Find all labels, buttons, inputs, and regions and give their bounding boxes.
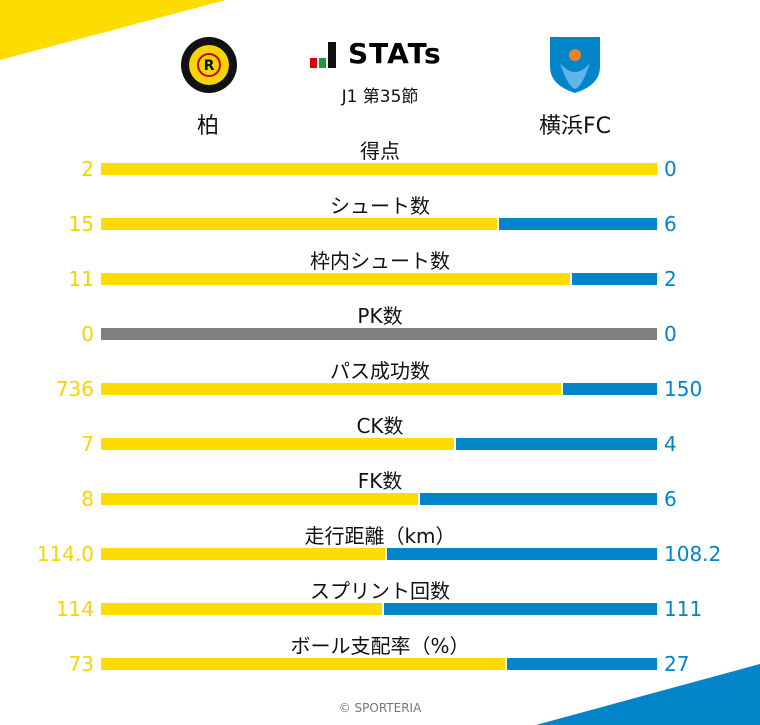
- away-bar: [496, 218, 657, 230]
- stat-row: 走行距離（km） 114.0 108.2: [0, 524, 760, 581]
- home-team-name: 柏: [196, 114, 219, 139]
- home-bar: [101, 438, 454, 450]
- stat-bar: [101, 163, 657, 175]
- round-label: J1 第35節: [341, 87, 419, 107]
- home-value: 114.0: [36, 542, 94, 566]
- away-value: 108.2: [664, 542, 722, 566]
- stat-row: ボール支配率（%） 73 27: [0, 634, 760, 691]
- stat-row: 枠内シュート数 11 2: [0, 249, 760, 306]
- stat-bar: [101, 383, 657, 395]
- stats-title: STATs: [310, 40, 442, 68]
- away-bar: [453, 438, 657, 450]
- kashiwa-logo-icon: R: [181, 37, 237, 93]
- svg-text:R: R: [204, 58, 215, 74]
- home-bar: [101, 218, 497, 230]
- away-value: 4: [664, 432, 677, 456]
- away-value: 0: [664, 157, 677, 181]
- home-bar: [101, 603, 382, 615]
- away-value: 150: [664, 377, 703, 401]
- stat-bar: [101, 438, 657, 450]
- home-value: 114: [55, 597, 94, 621]
- home-value: 7: [81, 432, 94, 456]
- stat-label: FK数: [357, 469, 403, 493]
- stat-bar: [101, 218, 657, 230]
- away-value: 111: [664, 597, 703, 621]
- stat-row: CK数 7 4: [0, 414, 760, 471]
- stat-bar: [101, 548, 657, 560]
- away-value: 6: [664, 212, 677, 236]
- away-value: 6: [664, 487, 677, 511]
- stat-label: パス成功数: [330, 359, 430, 383]
- copyright: © SPORTERIA: [338, 701, 422, 715]
- stat-bar: [101, 328, 657, 340]
- stat-row: パス成功数 736 150: [0, 359, 760, 416]
- stat-row: 得点 2 0: [0, 139, 760, 196]
- stat-label: スプリント回数: [310, 579, 450, 603]
- stat-row: PK数 0 0: [0, 304, 760, 361]
- stat-label: PK数: [357, 304, 403, 328]
- stat-label: CK数: [356, 414, 404, 438]
- stat-row: FK数 8 6: [0, 469, 760, 526]
- stat-bar: [101, 658, 657, 670]
- home-value: 11: [68, 267, 94, 291]
- stat-label: 得点: [360, 139, 400, 163]
- away-bar: [561, 383, 657, 395]
- yokohamafc-logo-icon: [550, 37, 600, 93]
- away-bar: [385, 548, 657, 560]
- away-value: 0: [664, 322, 677, 346]
- away-bar: [417, 493, 657, 505]
- stat-row: スプリント回数 114 111: [0, 579, 760, 636]
- stats-bars-icon: [310, 42, 336, 68]
- home-bar: [101, 163, 657, 175]
- stat-bar: [101, 493, 657, 505]
- away-value: 2: [664, 267, 677, 291]
- home-value: 736: [55, 377, 94, 401]
- home-bar: [101, 383, 562, 395]
- stat-label: シュート数: [330, 194, 430, 218]
- home-value: 8: [81, 487, 94, 511]
- stat-label: ボール支配率（%）: [290, 634, 470, 658]
- neutral-bar: [101, 328, 657, 340]
- stat-label: 枠内シュート数: [310, 249, 450, 273]
- stat-row: シュート数 15 6: [0, 194, 760, 251]
- stat-label: 走行距離（km）: [304, 524, 456, 548]
- home-bar: [101, 548, 386, 560]
- away-value: 27: [664, 652, 690, 676]
- home-bar: [101, 658, 506, 670]
- stat-bar: [101, 603, 657, 615]
- home-value: 0: [81, 322, 94, 346]
- home-bar: [101, 493, 418, 505]
- away-bar: [569, 273, 657, 285]
- away-bar: [381, 603, 657, 615]
- home-value: 15: [68, 212, 94, 236]
- home-value: 2: [81, 157, 94, 181]
- away-bar: [505, 658, 657, 670]
- home-value: 73: [68, 652, 94, 676]
- home-bar: [101, 273, 570, 285]
- away-team-name: 横浜FC: [538, 114, 612, 139]
- stat-bar: [101, 273, 657, 285]
